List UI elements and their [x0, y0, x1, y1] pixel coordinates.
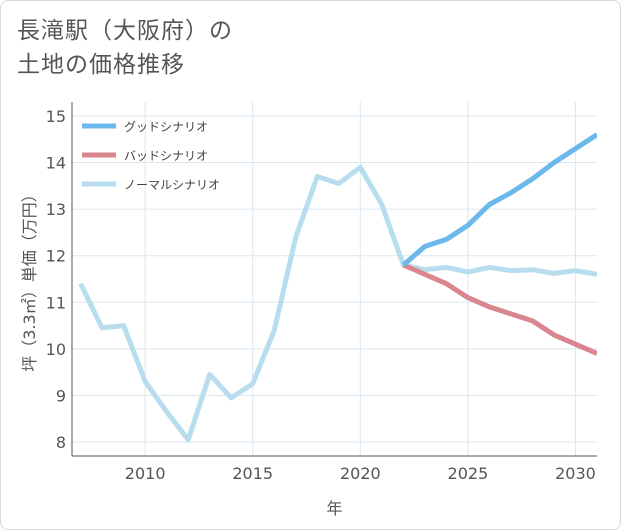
y-axis-label: 坪（3.3㎡）単価（万円）	[20, 186, 39, 371]
y-tick-label: 13	[46, 200, 66, 219]
chart-title-line-2: 土地の価格推移	[17, 52, 185, 78]
y-tick-label: 9	[56, 386, 66, 405]
legend-label: グッドシナリオ	[124, 120, 208, 134]
x-axis-label: 年	[326, 499, 342, 518]
y-tick-label: 14	[46, 154, 66, 173]
x-tick-label: 2025	[448, 464, 489, 483]
x-tick-label: 2010	[125, 464, 166, 483]
x-tick-label: 2030	[555, 464, 596, 483]
plot-area	[72, 102, 597, 456]
x-tick-label: 2015	[232, 464, 273, 483]
legend-label: ノーマルシナリオ	[124, 178, 220, 192]
y-tick-label: 8	[56, 433, 66, 452]
legend-label: バッドシナリオ	[124, 149, 208, 163]
series-line-2	[402, 262, 597, 356]
chart-title: 長滝駅（大阪府）の 土地の価格推移	[17, 14, 233, 82]
y-tick-label: 12	[46, 247, 66, 266]
series-line-3	[78, 164, 597, 443]
y-tick-label: 15	[46, 107, 66, 126]
series-line-1	[401, 132, 597, 267]
x-tick-label: 2020	[340, 464, 381, 483]
chart-title-line-1: 長滝駅（大阪府）の	[17, 18, 233, 44]
y-tick-label: 11	[46, 293, 66, 312]
y-tick-label: 10	[46, 340, 66, 359]
